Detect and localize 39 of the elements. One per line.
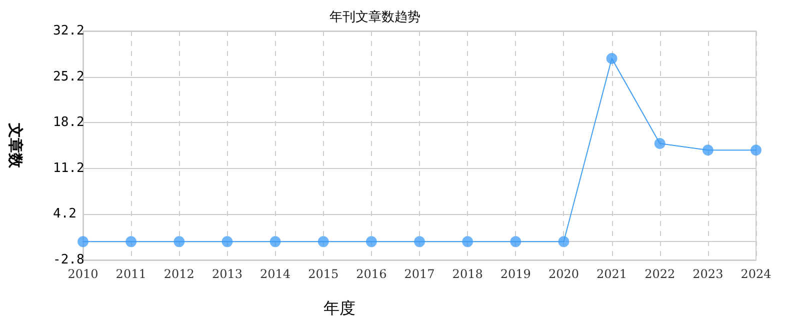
y-tick-label: -2.8	[53, 252, 84, 268]
x-axis-title: 年度	[324, 298, 356, 318]
x-tick-label: 2023	[692, 267, 724, 281]
point	[558, 236, 570, 248]
point	[606, 52, 618, 64]
point	[270, 236, 281, 248]
y-axis-title: 文章数	[6, 122, 24, 169]
y-tick-label: 4.2	[53, 206, 76, 222]
x-tick-label: 2024	[740, 267, 772, 281]
point	[318, 236, 329, 248]
x-tick-label: 2013	[212, 267, 242, 281]
x-tick-label: 2015	[308, 267, 339, 281]
point	[750, 144, 762, 156]
point	[126, 236, 137, 248]
y-tick-label: 18.2	[53, 115, 84, 130]
point	[222, 236, 233, 248]
chart-title: 年刊文章数趋势	[330, 10, 420, 25]
x-tick-label: 2021	[596, 267, 628, 281]
point	[174, 236, 185, 248]
x-tick-label: 2016	[356, 267, 387, 281]
x-tick-label: 2019	[500, 267, 531, 281]
y-tick-label: 25.2	[53, 69, 84, 84]
x-tick-label: 2022	[644, 267, 676, 281]
y-tick-label: 32.2	[53, 24, 84, 38]
point	[78, 236, 88, 248]
point	[414, 236, 425, 248]
x-tick-label: 2011	[116, 267, 146, 281]
x-tick-label: 2018	[452, 267, 483, 281]
x-tick-label: 2010	[68, 267, 98, 281]
x-tick-label: 2020	[548, 267, 579, 281]
x-tick-label: 2014	[260, 267, 291, 281]
x-tick-label: 2012	[164, 267, 194, 281]
point	[654, 138, 666, 150]
point	[702, 144, 714, 156]
point	[366, 236, 377, 248]
x-tick-label: 2017	[404, 267, 435, 281]
point	[510, 236, 522, 248]
y-tick-label: 11.2	[53, 160, 84, 176]
point	[462, 236, 474, 248]
